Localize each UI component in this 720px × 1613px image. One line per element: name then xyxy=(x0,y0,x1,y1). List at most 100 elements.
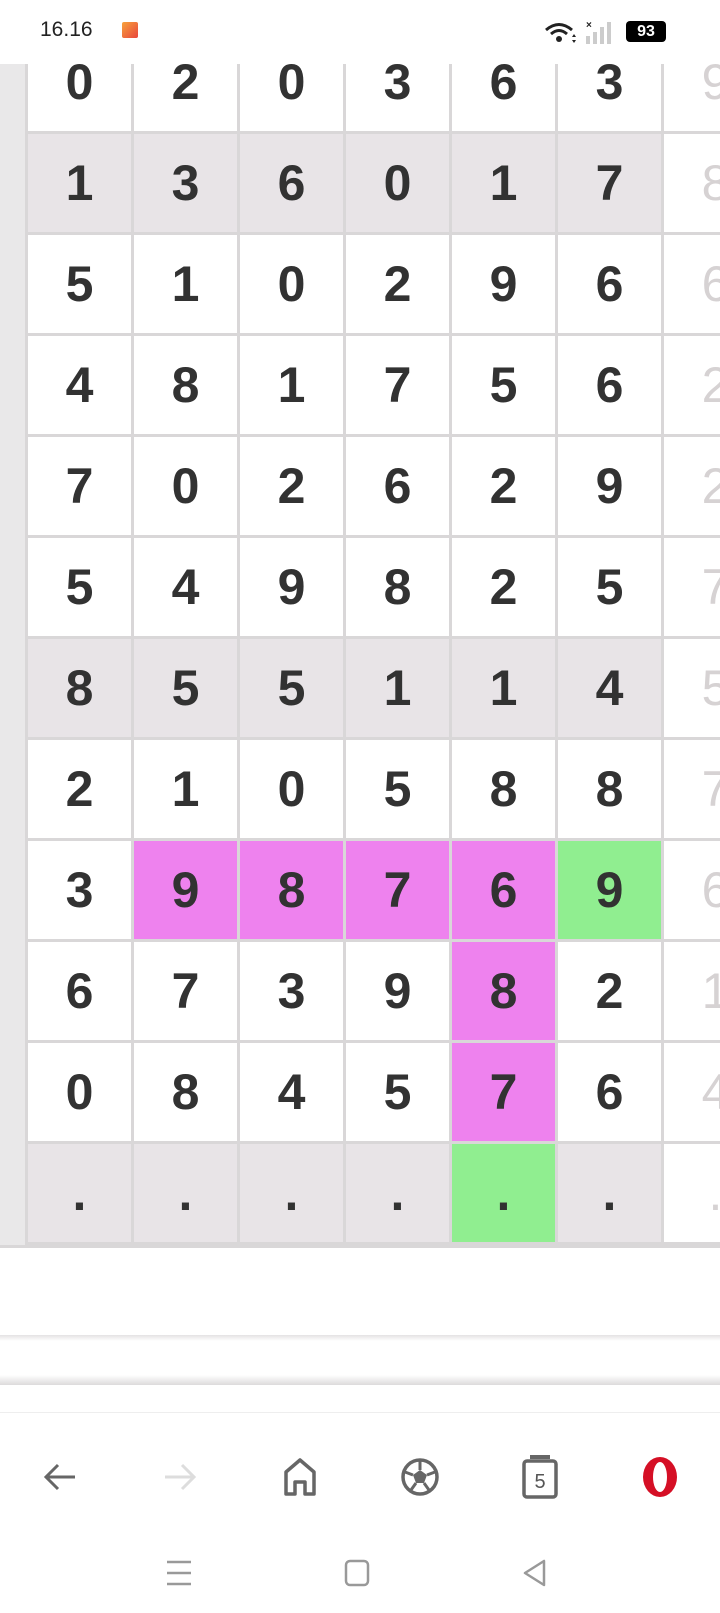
grid-cell[interactable]: 7 xyxy=(558,134,661,232)
grid-cell[interactable]: 3 xyxy=(28,841,131,939)
grid-cell[interactable]: 4 xyxy=(134,538,237,636)
grid-cell[interactable]: 1 xyxy=(28,134,131,232)
tabs-icon: 5 xyxy=(522,1455,558,1499)
grid-cell[interactable]: . xyxy=(346,1144,449,1242)
grid-cell[interactable]: 3 xyxy=(240,942,343,1040)
wifi-icon xyxy=(545,23,576,43)
grid-cell[interactable]: 5 xyxy=(240,639,343,737)
grid-cell[interactable]: 6 xyxy=(346,437,449,535)
grid-cell[interactable]: 6 xyxy=(28,942,131,1040)
grid-cell[interactable]: . xyxy=(664,1144,720,1242)
sports-button[interactable] xyxy=(400,1457,440,1497)
grid-cell[interactable]: 1 xyxy=(452,639,555,737)
cellular-signal-icon: × xyxy=(586,20,611,44)
grid-cell[interactable]: . xyxy=(558,1144,661,1242)
highlighted-grid-cell[interactable]: 9 xyxy=(134,841,237,939)
grid-cell[interactable]: 2 xyxy=(28,740,131,838)
grid-cell[interactable]: 6 xyxy=(664,841,720,939)
home-icon xyxy=(284,1458,316,1496)
recent-apps-button[interactable] xyxy=(164,1558,194,1588)
grid-cell[interactable]: 2 xyxy=(240,437,343,535)
grid-cell[interactable]: 5 xyxy=(28,235,131,333)
system-home-button[interactable] xyxy=(342,1558,372,1588)
grid-cell[interactable]: 1 xyxy=(452,134,555,232)
grid-cell[interactable]: 9 xyxy=(452,235,555,333)
grid-cell[interactable]: 1 xyxy=(134,235,237,333)
grid-left-edge xyxy=(0,0,25,1245)
grid-cell[interactable]: 1 xyxy=(134,740,237,838)
grid-cell[interactable]: 0 xyxy=(346,134,449,232)
grid-cell[interactable]: 9 xyxy=(240,538,343,636)
grid-cell[interactable]: 5 xyxy=(346,740,449,838)
grid-cell[interactable]: 8 xyxy=(346,538,449,636)
grid-cell[interactable]: 1 xyxy=(240,336,343,434)
grid-cell[interactable]: 6 xyxy=(558,336,661,434)
grid-cell[interactable]: 5 xyxy=(346,1043,449,1141)
grid-cell[interactable]: 0 xyxy=(28,1043,131,1141)
grid-cell[interactable]: 7 xyxy=(134,942,237,1040)
back-button[interactable] xyxy=(40,1457,80,1497)
grid-cell[interactable]: 7 xyxy=(664,740,720,838)
highlighted-grid-cell[interactable]: 8 xyxy=(240,841,343,939)
grid-cell[interactable]: 7 xyxy=(664,538,720,636)
arrow-right-icon xyxy=(165,1463,197,1491)
grid-cell[interactable]: 2 xyxy=(346,235,449,333)
highlighted-grid-cell[interactable]: 6 xyxy=(452,841,555,939)
grid-cell[interactable]: 2 xyxy=(664,437,720,535)
grid-cell[interactable]: 4 xyxy=(664,1043,720,1141)
grid-cell[interactable]: 5 xyxy=(452,336,555,434)
highlighted-grid-cell[interactable]: 7 xyxy=(346,841,449,939)
forward-button[interactable] xyxy=(160,1457,200,1497)
grid-cell[interactable]: 5 xyxy=(664,639,720,737)
battery-indicator: 93 xyxy=(626,21,666,42)
grid-cell[interactable]: 2 xyxy=(452,437,555,535)
grid-cell[interactable]: 8 xyxy=(664,134,720,232)
grid-cell[interactable]: 2 xyxy=(664,336,720,434)
grid-cell[interactable]: 4 xyxy=(558,639,661,737)
grid-cell[interactable]: 7 xyxy=(346,336,449,434)
grid-cell[interactable]: 9 xyxy=(558,437,661,535)
grid-cell[interactable]: 1 xyxy=(346,639,449,737)
grid-cell[interactable]: 2 xyxy=(452,538,555,636)
status-time: 16.16 xyxy=(40,18,93,41)
grid-cell[interactable]: 8 xyxy=(134,336,237,434)
grid-cell[interactable]: 6 xyxy=(558,235,661,333)
grid-cell[interactable]: 6 xyxy=(240,134,343,232)
highlighted-grid-cell[interactable]: 8 xyxy=(452,942,555,1040)
grid-cell[interactable]: 5 xyxy=(134,639,237,737)
grid-cell[interactable]: 8 xyxy=(28,639,131,737)
grid-cell[interactable]: 2 xyxy=(558,942,661,1040)
grid-cell[interactable]: 6 xyxy=(558,1043,661,1141)
grid-cell[interactable]: 4 xyxy=(240,1043,343,1141)
grid-cell[interactable]: 8 xyxy=(558,740,661,838)
svg-text:×: × xyxy=(586,20,592,31)
home-button[interactable] xyxy=(280,1457,320,1497)
grid-cell[interactable]: 0 xyxy=(240,235,343,333)
grid-cell[interactable]: 7 xyxy=(28,437,131,535)
highlighted-grid-cell[interactable]: 9 xyxy=(558,841,661,939)
grid-cell[interactable]: 5 xyxy=(558,538,661,636)
tab-count: 5 xyxy=(534,1471,545,1493)
grid-cell[interactable]: 8 xyxy=(134,1043,237,1141)
grid-cell[interactable]: . xyxy=(240,1144,343,1242)
grid-cell[interactable]: 1 xyxy=(664,942,720,1040)
grid-cell[interactable]: 0 xyxy=(240,740,343,838)
highlighted-grid-cell[interactable]: 7 xyxy=(452,1043,555,1141)
system-back-button[interactable] xyxy=(520,1558,550,1588)
tabs-button[interactable]: 5 xyxy=(520,1455,560,1499)
highlighted-grid-cell[interactable]: . xyxy=(452,1144,555,1242)
opera-menu-button[interactable] xyxy=(640,1457,680,1497)
grid-cell[interactable]: 0 xyxy=(134,437,237,535)
grid-cell[interactable]: 8 xyxy=(452,740,555,838)
grid-cell[interactable]: 4 xyxy=(28,336,131,434)
address-bar-area xyxy=(0,1335,720,1385)
grid-cell[interactable]: 5 xyxy=(28,538,131,636)
browser-bottom-bar: 5 xyxy=(0,1412,720,1613)
grid-cell[interactable]: 3 xyxy=(134,134,237,232)
grid-cell[interactable]: 6 xyxy=(664,235,720,333)
grid-cell[interactable]: 9 xyxy=(346,942,449,1040)
grid-cell[interactable]: . xyxy=(134,1144,237,1242)
grid-cell[interactable]: . xyxy=(28,1144,131,1242)
soccer-ball-icon xyxy=(401,1458,439,1496)
